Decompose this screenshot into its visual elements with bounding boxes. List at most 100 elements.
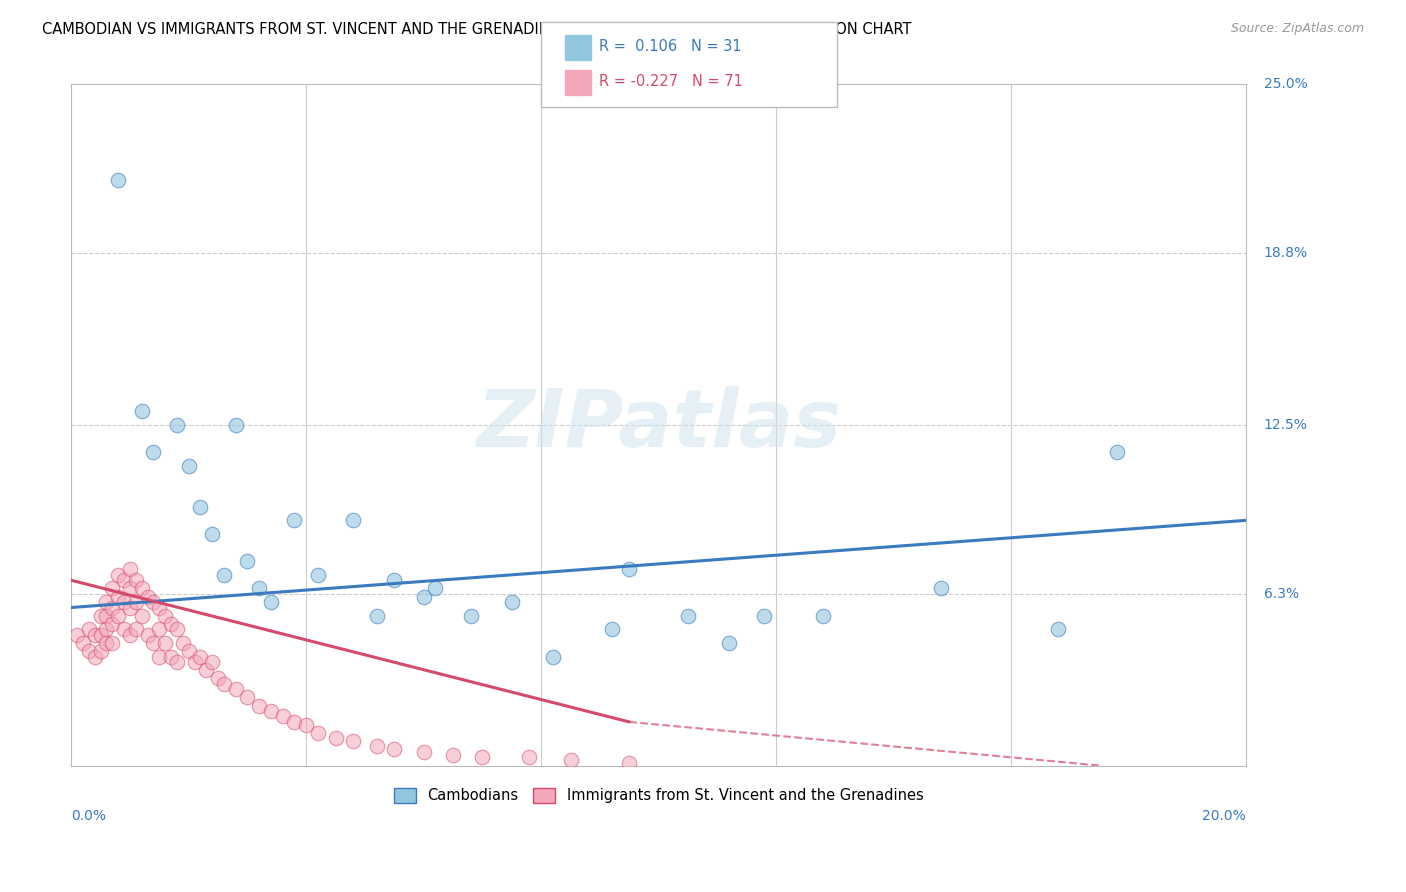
Point [148, 649, 170, 664]
Point [142, 445, 165, 459]
Point [1105, 445, 1128, 459]
Point [600, 622, 623, 636]
Point [225, 682, 247, 697]
Text: R = -0.227   N = 71: R = -0.227 N = 71 [599, 74, 742, 89]
Point [142, 595, 165, 609]
Point [96, 595, 118, 609]
Point [131, 582, 153, 596]
Text: 18.8%: 18.8% [1264, 246, 1308, 260]
Point [247, 582, 270, 596]
Point [118, 562, 141, 576]
Point [177, 644, 200, 658]
Point [101, 582, 124, 596]
Point [619, 756, 641, 770]
Text: Source: ZipAtlas.com: Source: ZipAtlas.com [1230, 22, 1364, 36]
Point [148, 600, 170, 615]
Point [412, 590, 434, 604]
Point [90, 628, 112, 642]
Point [342, 734, 364, 748]
Point [160, 616, 183, 631]
Point [96, 636, 118, 650]
Point [425, 582, 447, 596]
Point [112, 622, 135, 636]
Point [236, 690, 259, 705]
Point [83, 628, 105, 642]
Point [519, 750, 541, 764]
Point [541, 649, 564, 664]
Point [77, 622, 100, 636]
Point [619, 562, 641, 576]
Point [101, 600, 124, 615]
Point [201, 655, 224, 669]
Point [96, 622, 118, 636]
Point [754, 608, 776, 623]
Point [183, 655, 205, 669]
Point [307, 567, 329, 582]
Text: 20.0%: 20.0% [1202, 809, 1246, 823]
Point [112, 595, 135, 609]
Point [112, 574, 135, 588]
Point [212, 677, 235, 691]
Text: ZIPatlas: ZIPatlas [477, 386, 841, 464]
Point [155, 636, 177, 650]
Point [412, 745, 434, 759]
Point [260, 595, 283, 609]
Point [166, 655, 188, 669]
Point [118, 628, 141, 642]
Point [107, 173, 129, 187]
Point [441, 747, 464, 762]
Point [207, 671, 229, 685]
Point [107, 567, 129, 582]
Point [342, 513, 364, 527]
Point [212, 567, 235, 582]
Point [90, 608, 112, 623]
Point [366, 608, 388, 623]
Point [271, 709, 294, 723]
Point [136, 590, 159, 604]
Point [125, 622, 148, 636]
Point [283, 513, 305, 527]
Point [307, 726, 329, 740]
Point [90, 644, 112, 658]
Point [118, 582, 141, 596]
Point [201, 527, 224, 541]
Point [131, 608, 153, 623]
Point [676, 608, 699, 623]
Point [225, 417, 247, 432]
Text: R =  0.106   N = 31: R = 0.106 N = 31 [599, 39, 741, 54]
Point [131, 404, 153, 418]
Point [195, 663, 218, 677]
Point [501, 595, 523, 609]
Point [96, 608, 118, 623]
Point [811, 608, 834, 623]
Point [382, 742, 405, 756]
Point [148, 622, 170, 636]
Point [718, 636, 741, 650]
Point [247, 698, 270, 713]
Point [101, 616, 124, 631]
Point [190, 500, 212, 514]
Point [366, 739, 388, 754]
Text: CAMBODIAN VS IMMIGRANTS FROM ST. VINCENT AND THE GRENADINES PROFESSIONAL DEGREE : CAMBODIAN VS IMMIGRANTS FROM ST. VINCENT… [42, 22, 911, 37]
Text: 12.5%: 12.5% [1264, 418, 1308, 432]
Point [295, 717, 318, 731]
Point [83, 649, 105, 664]
Text: 0.0%: 0.0% [72, 809, 107, 823]
Point [560, 753, 582, 767]
Point [166, 417, 188, 432]
Point [929, 582, 952, 596]
Point [1047, 622, 1070, 636]
Point [177, 458, 200, 473]
Point [471, 750, 494, 764]
Legend: Cambodians, Immigrants from St. Vincent and the Grenadines: Cambodians, Immigrants from St. Vincent … [388, 782, 929, 809]
Point [166, 622, 188, 636]
Point [118, 600, 141, 615]
Point [460, 608, 482, 623]
Point [160, 649, 183, 664]
Point [260, 704, 283, 718]
Point [107, 590, 129, 604]
Point [190, 649, 212, 664]
Text: 25.0%: 25.0% [1264, 78, 1308, 92]
Text: 6.3%: 6.3% [1264, 587, 1299, 601]
Point [142, 636, 165, 650]
